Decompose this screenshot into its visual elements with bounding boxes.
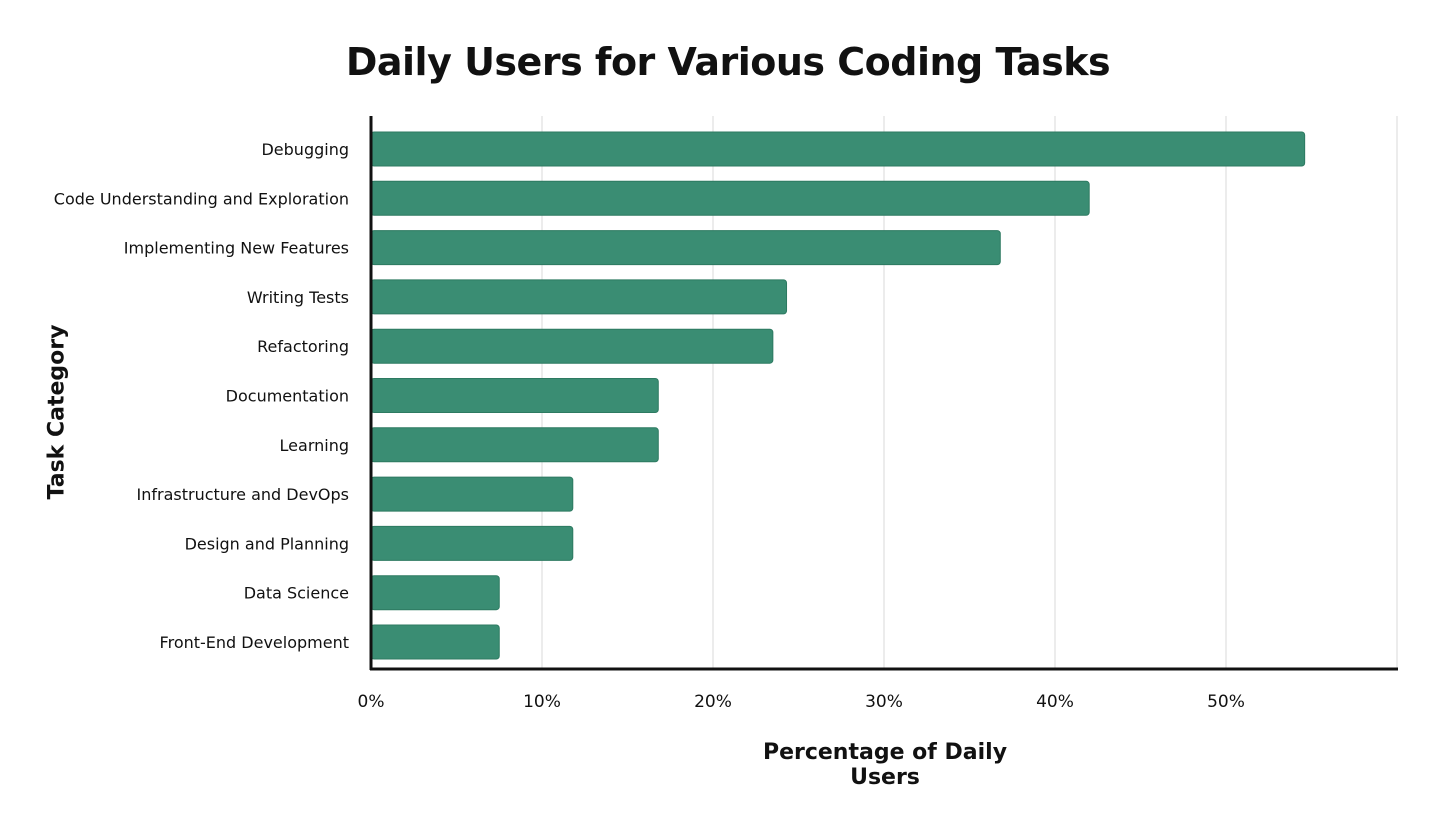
bar bbox=[370, 575, 500, 611]
category-label: Documentation bbox=[226, 387, 349, 406]
x-axis-title: Percentage of Daily Users bbox=[762, 740, 1008, 790]
bars bbox=[370, 131, 1306, 660]
bar bbox=[370, 476, 574, 512]
category-label: Design and Planning bbox=[185, 534, 349, 553]
category-label: Writing Tests bbox=[247, 288, 349, 307]
axes bbox=[369, 116, 1398, 671]
bar bbox=[370, 180, 1090, 216]
chart-title: Daily Users for Various Coding Tasks bbox=[345, 40, 1111, 84]
category-label: Front-End Development bbox=[160, 633, 349, 652]
bar bbox=[370, 279, 788, 315]
bar bbox=[370, 427, 659, 463]
category-labels: Debugging Code Understanding and Explorat… bbox=[54, 140, 349, 652]
x-tick-label: 10% bbox=[523, 692, 561, 712]
bar bbox=[370, 230, 1001, 266]
x-tick-label: 20% bbox=[694, 692, 732, 712]
bar bbox=[370, 328, 774, 364]
bar bbox=[370, 131, 1306, 167]
x-tick-label: 30% bbox=[865, 692, 903, 712]
category-label: Implementing New Features bbox=[124, 239, 349, 258]
category-label: Learning bbox=[280, 436, 349, 455]
bar bbox=[370, 624, 500, 660]
bar bbox=[370, 378, 659, 413]
category-label: Refactoring bbox=[257, 337, 349, 356]
category-label: Debugging bbox=[261, 140, 349, 159]
category-label: Code Understanding and Exploration bbox=[54, 189, 349, 208]
bar bbox=[370, 525, 574, 561]
category-label: Data Science bbox=[244, 584, 349, 603]
x-tick-label: 40% bbox=[1036, 692, 1074, 712]
x-tick-labels: 0% 10% 20% 30% 40% 50% bbox=[358, 692, 1245, 712]
x-tick-label: 0% bbox=[358, 692, 385, 712]
category-label: Infrastructure and DevOps bbox=[137, 485, 349, 504]
x-tick-label: 50% bbox=[1207, 692, 1245, 712]
